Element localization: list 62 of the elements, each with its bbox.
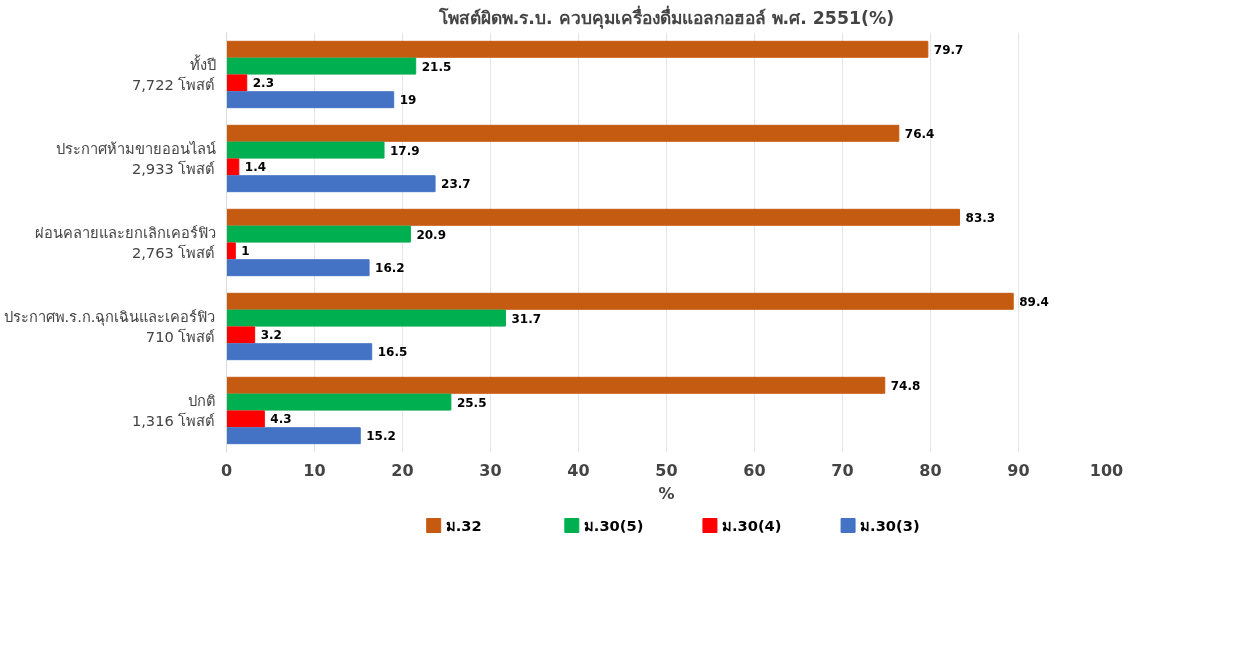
bar — [226, 208, 961, 226]
legend-label: ม.30(4) — [721, 517, 782, 534]
x-tick-label: 70 — [831, 460, 854, 480]
x-tick-label: 60 — [743, 460, 766, 480]
bar — [226, 343, 373, 361]
bar — [226, 326, 256, 344]
x-tick-label: 100 — [1089, 460, 1124, 480]
data-label: 89.4 — [1019, 294, 1049, 309]
x-axis-title: % — [658, 483, 675, 503]
x-tick-label: 20 — [391, 460, 414, 480]
data-label: 79.7 — [933, 42, 964, 57]
data-label: 19 — [399, 93, 417, 108]
y-tick-label: ประกาศพ.ร.ก.ฉุกเฉินและเคอร์ฟิว 710 โพสต์ — [3, 307, 216, 346]
bar — [226, 242, 236, 260]
y-tick-label: ประกาศห้ามขายออนไลน์ 2,933 โพสต์ — [55, 139, 216, 178]
bar — [226, 124, 900, 142]
data-label: 3.2 — [260, 328, 282, 343]
data-label: 20.9 — [416, 227, 447, 242]
data-label: 2.3 — [252, 76, 275, 91]
legend-label: ม.30(3) — [860, 517, 920, 534]
data-label: 16.5 — [377, 345, 408, 360]
data-label: 74.8 — [890, 378, 921, 393]
bar — [226, 376, 886, 394]
data-label: 83.3 — [965, 210, 996, 225]
x-tick-label: 30 — [479, 460, 502, 480]
legend-label: ม.32 — [445, 517, 482, 534]
x-tick-label: 0 — [220, 460, 233, 480]
x-tick-label: 40 — [567, 460, 590, 480]
bar — [226, 158, 240, 176]
bar — [226, 175, 436, 193]
data-label: 17.9 — [390, 143, 420, 158]
bar — [226, 40, 929, 58]
data-label: 4.3 — [270, 412, 292, 427]
x-tick-label: 10 — [303, 460, 326, 480]
y-tick-label: ปกติ 1,316 โพสต์ — [131, 391, 216, 430]
bar — [226, 57, 417, 75]
bar — [226, 225, 411, 243]
data-label: 23.7 — [441, 177, 471, 192]
data-label: 76.4 — [904, 126, 935, 141]
bar — [226, 427, 361, 445]
chart-title: โพสต์ผิดพ.ร.บ. ควบคุมเครื่องดื่มแอลกอฮอล์ พ.ศ. 2551(%) — [437, 4, 895, 29]
data-label: 16.2 — [375, 261, 405, 276]
bar — [226, 393, 452, 411]
data-label: 1 — [241, 244, 250, 259]
legend-label: ม.30(5) — [583, 517, 644, 534]
bar — [226, 292, 1014, 310]
bar — [226, 91, 395, 109]
bar — [226, 74, 248, 92]
bar — [226, 410, 265, 428]
data-label: 31.7 — [511, 311, 542, 326]
bar — [226, 309, 506, 327]
bar — [226, 259, 370, 277]
data-label: 15.2 — [366, 429, 396, 444]
x-tick-label: 90 — [1007, 460, 1030, 480]
x-tick-label: 80 — [919, 460, 942, 480]
data-label: 25.5 — [456, 395, 487, 410]
bar — [226, 141, 385, 159]
x-tick-label: 50 — [655, 460, 678, 480]
y-tick-label: ทั้งปี 7,722 โพสต์ — [131, 53, 216, 94]
data-label: 1.4 — [244, 160, 267, 175]
data-label: 21.5 — [421, 59, 452, 74]
y-tick-label: ผ่อนคลายและยกเลิกเคอร์ฟิว 2,763 โพสต์ — [34, 223, 216, 262]
